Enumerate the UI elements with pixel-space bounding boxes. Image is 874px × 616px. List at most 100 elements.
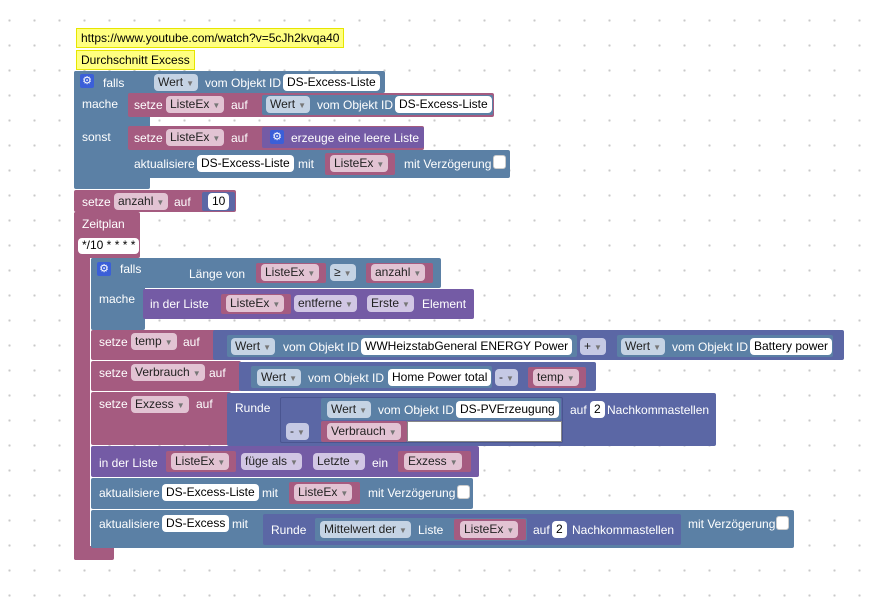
label: Element [422, 297, 467, 311]
decimals-field[interactable]: 2 [590, 401, 605, 418]
var-dropdown[interactable]: temp ▼ [533, 369, 579, 386]
label: Nachkommastellen [607, 403, 710, 417]
label: in der Liste [99, 456, 158, 470]
label: aktualisiere [99, 517, 160, 531]
delay-checkbox[interactable] [776, 516, 789, 530]
wert-dropdown[interactable]: Wert ▼ [257, 369, 302, 386]
update-block[interactable] [128, 150, 510, 178]
gear-icon[interactable]: ⚙ [80, 74, 94, 88]
update-block[interactable] [91, 478, 473, 509]
object-id-field[interactable]: WWHeizstabGeneral ENERGY Power [361, 338, 573, 355]
label: vom Objekt ID [378, 403, 455, 417]
var-dropdown[interactable]: Verbrauch ▼ [327, 423, 401, 440]
wert-dropdown[interactable]: Wert ▼ [154, 74, 199, 91]
var-dropdown[interactable]: Exzess ▼ [404, 453, 462, 470]
object-id-field[interactable]: DS-Excess [162, 515, 230, 532]
label: aktualisiere [134, 157, 195, 171]
var-dropdown[interactable]: anzahl ▼ [371, 264, 426, 281]
gear-icon[interactable]: ⚙ [270, 130, 284, 144]
var-dropdown[interactable]: ListeEx ▼ [261, 264, 320, 281]
var-dropdown[interactable]: ListeEx ▼ [460, 521, 519, 538]
var-dropdown[interactable]: Exzess ▼ [131, 396, 189, 413]
number-field[interactable]: 10 [208, 193, 230, 210]
wert-dropdown[interactable]: Wert ▼ [266, 96, 311, 113]
operator-dropdown[interactable]: - ▼ [286, 423, 309, 440]
label: Liste [418, 523, 444, 537]
label: mit Verzögerung [404, 157, 492, 171]
label: Länge von [189, 267, 246, 281]
object-id-field[interactable]: DS-Excess-Liste [162, 484, 259, 501]
operator-dropdown[interactable]: - ▼ [495, 369, 518, 386]
label: vom Objekt ID [672, 340, 749, 354]
label: mit [232, 517, 248, 531]
var-dropdown[interactable]: ListeEx ▼ [294, 484, 353, 501]
mode-dropdown[interactable]: füge als ▼ [241, 453, 302, 470]
operator-dropdown[interactable]: ≥ ▼ [330, 264, 356, 281]
auf-label: auf [209, 366, 226, 380]
url-comment[interactable]: https://www.youtube.com/watch?v=5cJh2kvq… [76, 28, 345, 48]
title-comment[interactable]: Durchschnitt Excess [76, 50, 195, 70]
setze-label: setze [82, 195, 111, 209]
wert-dropdown[interactable]: Wert ▼ [327, 401, 372, 418]
setze-label: setze [99, 366, 128, 380]
wert-dropdown[interactable]: Wert ▼ [621, 338, 666, 355]
label: aktualisiere [99, 486, 160, 500]
var-dropdown[interactable]: temp ▼ [131, 333, 177, 350]
mache-label: mache [99, 292, 136, 306]
object-id-field[interactable]: Home Power total [388, 369, 492, 386]
mache-label: mache [82, 97, 119, 111]
object-id-field[interactable]: Battery power [750, 338, 833, 355]
var-dropdown[interactable]: ListeEx ▼ [330, 155, 389, 172]
gear-icon[interactable]: ⚙ [97, 262, 111, 276]
var-dropdown[interactable]: Verbrauch ▼ [131, 364, 205, 381]
auf-label: auf [533, 523, 550, 537]
schedule-block[interactable] [74, 212, 90, 560]
label: vom Objekt ID [317, 98, 394, 112]
object-id-field[interactable]: DS-PVErzeugung [456, 401, 559, 418]
object-id-field[interactable]: DS-Excess-Liste [283, 74, 380, 91]
auf-label: auf [231, 131, 248, 145]
var-dropdown[interactable]: ListeEx ▼ [166, 96, 225, 113]
object-id-field[interactable]: DS-Excess-Liste [395, 96, 492, 113]
label: erzeuge eine leere Liste [291, 131, 420, 145]
label: mit [298, 157, 314, 171]
falls-label: falls [103, 76, 125, 90]
label: mit Verzögerung [368, 486, 456, 500]
empty-slot[interactable] [407, 421, 562, 442]
label: mit [262, 486, 278, 500]
where-dropdown[interactable]: Erste ▼ [367, 295, 414, 312]
zeitplan-label: Zeitplan [82, 217, 125, 231]
label: mit Verzögerung [688, 517, 776, 531]
decimals-field[interactable]: 2 [552, 521, 567, 538]
var-dropdown[interactable]: ListeEx ▼ [171, 453, 230, 470]
setze-label: setze [134, 131, 163, 145]
var-dropdown[interactable]: ListeEx ▼ [226, 295, 285, 312]
label: ein [372, 456, 389, 470]
setze-label: setze [99, 335, 128, 349]
label: vom Objekt ID [205, 76, 282, 90]
setze-label: setze [134, 98, 163, 112]
var-dropdown[interactable]: anzahl ▼ [114, 193, 169, 210]
mode-dropdown[interactable]: entferne ▼ [294, 295, 357, 312]
falls-label: falls [120, 262, 142, 276]
operator-dropdown[interactable]: + ▼ [580, 338, 606, 355]
auf-label: auf [196, 397, 213, 411]
sonst-label: sonst [82, 130, 111, 144]
delay-checkbox[interactable] [457, 485, 470, 499]
label: vom Objekt ID [283, 340, 360, 354]
schedule-footer [74, 546, 114, 560]
auf-label: auf [231, 98, 248, 112]
math-dropdown[interactable]: Mittelwert der ▼ [320, 521, 411, 538]
empty-list-block[interactable] [262, 127, 424, 148]
var-dropdown[interactable]: ListeEx ▼ [166, 129, 225, 146]
label: vom Objekt ID [308, 371, 385, 385]
where-dropdown[interactable]: Letzte ▼ [313, 453, 365, 470]
wert-dropdown[interactable]: Wert ▼ [231, 338, 276, 355]
cron-field[interactable]: */10 * * * * [78, 238, 140, 254]
label: Runde [271, 523, 307, 537]
label: in der Liste [150, 297, 209, 311]
label: Nachkommastellen [572, 523, 675, 537]
setze-label: setze [99, 397, 128, 411]
delay-checkbox[interactable] [493, 155, 506, 169]
object-id-field[interactable]: DS-Excess-Liste [197, 155, 294, 172]
